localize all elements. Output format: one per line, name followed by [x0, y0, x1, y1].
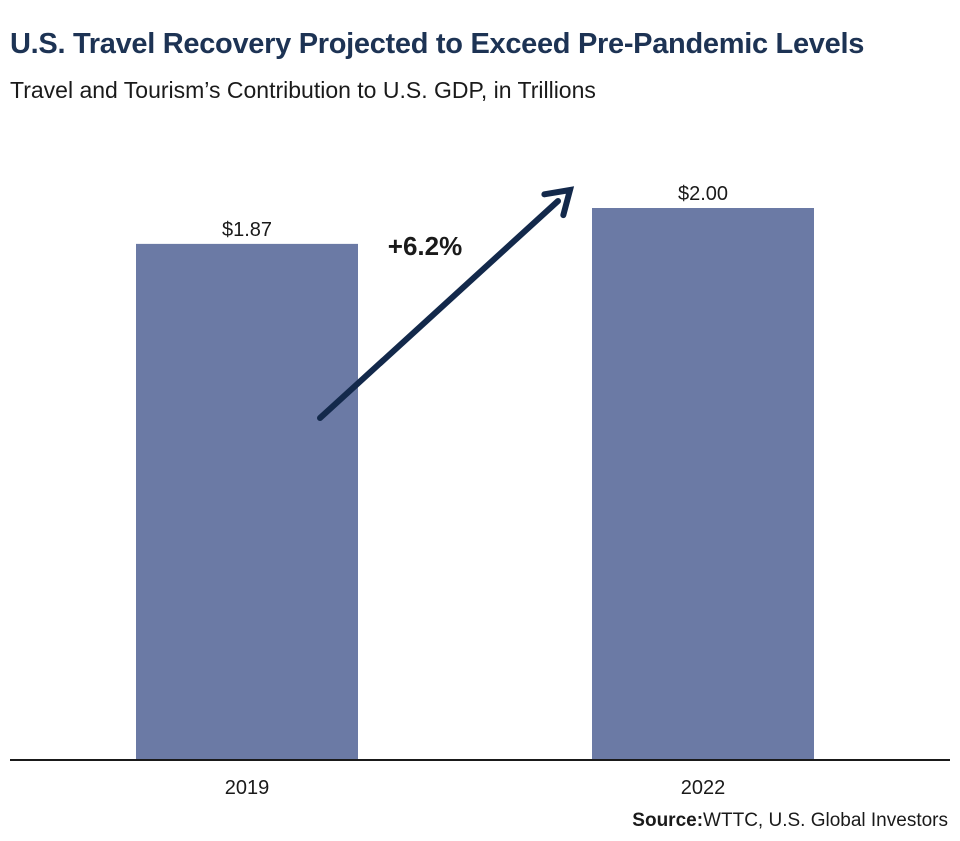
data-label-2019: $1.87: [222, 219, 272, 241]
chart-subtitle: Travel and Tourism’s Contribution to U.S…: [10, 77, 596, 103]
bar-2019: [136, 243, 358, 760]
data-label-2022: $2.00: [678, 183, 728, 205]
chart-title: U.S. Travel Recovery Projected to Exceed…: [10, 28, 865, 60]
source-note: Source:WTTC, U.S. Global Investors: [632, 810, 948, 832]
growth-arrow: [317, 186, 575, 421]
growth-annotation: +6.2%: [388, 231, 462, 261]
growth-arrow-head: [541, 186, 575, 219]
x-tick-label-2022: 2022: [681, 777, 726, 799]
bars-layer: [136, 208, 814, 760]
labels-layer: $1.87 2019 $2.00 2022 +6.2%: [222, 183, 728, 799]
source-label: Source:: [632, 810, 704, 831]
source-text: WTTC, U.S. Global Investors: [703, 810, 948, 831]
x-tick-label-2019: 2019: [225, 777, 270, 799]
bar-2022: [592, 208, 814, 760]
growth-arrow-shaft: [317, 198, 561, 421]
